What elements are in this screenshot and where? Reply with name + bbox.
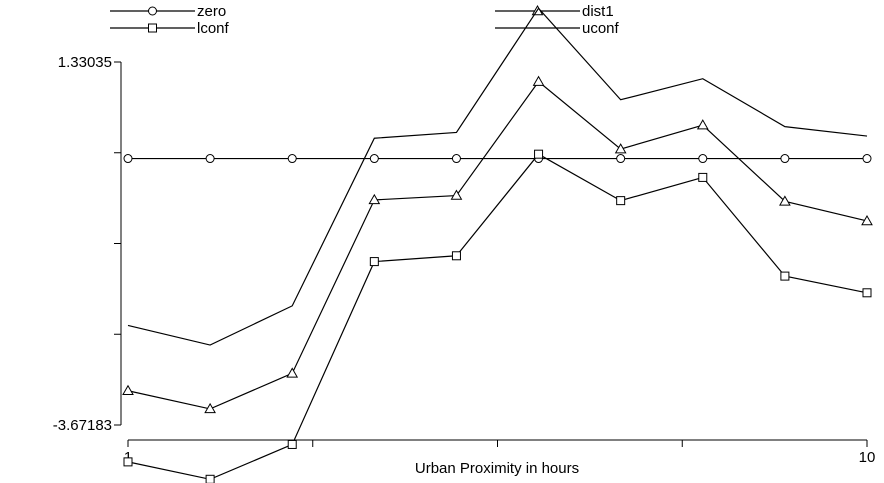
series-group bbox=[122, 7, 873, 483]
legend-label: zero bbox=[197, 3, 226, 20]
data-point-lconf bbox=[534, 149, 544, 159]
data-point-zero bbox=[862, 154, 872, 164]
data-point-zero bbox=[451, 154, 461, 164]
y-tick-label: 1.33035 bbox=[58, 54, 112, 71]
data-point-lconf bbox=[862, 288, 872, 298]
data-point-zero bbox=[123, 154, 133, 164]
legend-label: uconf bbox=[582, 20, 620, 37]
data-point-zero bbox=[698, 154, 708, 164]
data-point-lconf bbox=[616, 196, 626, 206]
data-point-dist1 bbox=[532, 75, 545, 86]
data-point-zero bbox=[287, 154, 297, 164]
data-point-dist1 bbox=[204, 402, 216, 414]
data-point-lconf bbox=[205, 474, 215, 483]
data-point-zero bbox=[205, 154, 215, 164]
data-point-dist1 bbox=[614, 143, 627, 154]
data-point-zero bbox=[780, 154, 790, 164]
legend-item-dist1: dist1 bbox=[495, 3, 614, 20]
legend-item-uconf: uconf bbox=[495, 20, 620, 37]
data-point-dist1 bbox=[861, 214, 873, 226]
data-point-lconf bbox=[780, 271, 790, 281]
data-point-dist1 bbox=[286, 367, 299, 378]
y-tick-label: -3.67183 bbox=[53, 417, 112, 434]
legend-label: dist1 bbox=[582, 3, 614, 20]
series-zero bbox=[123, 154, 872, 164]
data-point-lconf bbox=[451, 251, 461, 261]
y-ticks: 1.33035 -3.67183 bbox=[53, 54, 121, 434]
data-point-dist1 bbox=[779, 195, 791, 206]
data-point-zero bbox=[369, 154, 379, 164]
series-line-lconf bbox=[127, 153, 868, 480]
data-point-lconf bbox=[123, 457, 133, 467]
data-point-lconf bbox=[369, 257, 379, 267]
data-point-dist1 bbox=[450, 189, 463, 200]
data-point-zero bbox=[616, 154, 626, 164]
series-uconf bbox=[127, 7, 868, 346]
data-point-dist1 bbox=[122, 384, 134, 396]
legend: zero dist1 lconf uconf bbox=[110, 3, 620, 37]
series-dist1 bbox=[122, 75, 873, 414]
legend-item-zero: zero bbox=[110, 3, 226, 20]
series-lconf bbox=[123, 149, 872, 483]
x-axis-title: Urban Proximity in hours bbox=[415, 460, 579, 477]
legend-label: lconf bbox=[197, 20, 230, 37]
x-tick-label: 10 bbox=[859, 449, 876, 466]
series-line-uconf bbox=[127, 7, 868, 346]
legend-item-lconf: lconf bbox=[110, 20, 230, 37]
data-point-dist1 bbox=[696, 119, 709, 130]
data-point-lconf bbox=[287, 439, 297, 449]
series-line-dist1 bbox=[127, 80, 868, 410]
data-point-dist1 bbox=[368, 193, 381, 205]
axes bbox=[120, 62, 867, 441]
legend-marker-circle bbox=[148, 6, 157, 16]
legend-marker-square bbox=[148, 23, 157, 33]
data-point-lconf bbox=[698, 172, 708, 182]
